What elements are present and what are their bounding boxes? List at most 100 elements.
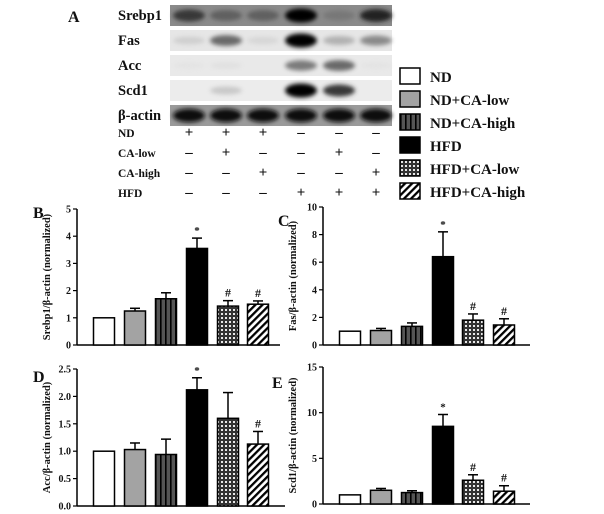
y-tick-label: 4 bbox=[66, 232, 71, 243]
treatment-label: HFD bbox=[118, 188, 142, 200]
blot-strip bbox=[170, 80, 392, 101]
treatment-mark: – bbox=[371, 145, 380, 161]
significance-mark: * bbox=[440, 219, 446, 231]
panel-label: B bbox=[33, 205, 44, 222]
blot-band bbox=[285, 83, 317, 98]
panel-label: E bbox=[272, 375, 283, 392]
legend-label: HFD+CA-low bbox=[430, 162, 520, 178]
blot-row-label: Srebp1 bbox=[118, 8, 162, 24]
y-axis-label: Acc/β-actin (normalized) bbox=[42, 381, 53, 493]
significance-mark: * bbox=[194, 365, 200, 377]
chart-e: E 0 5 10 15 Scd1/β-actin (normalized) * # # bbox=[272, 363, 530, 511]
significance-mark: # bbox=[470, 460, 476, 474]
y-tick-label: 0 bbox=[66, 341, 71, 352]
y-tick-label: 15 bbox=[307, 363, 317, 374]
treatment-mark: – bbox=[371, 125, 380, 141]
blot-band bbox=[285, 8, 317, 23]
legend-swatch bbox=[399, 136, 421, 154]
y-axis-label: Fas/β-actin (normalized) bbox=[288, 220, 299, 331]
blot-band bbox=[247, 10, 279, 21]
blot-row-label: Scd1 bbox=[118, 83, 148, 99]
treatment-mark: – bbox=[184, 185, 193, 201]
treatment-mark: – bbox=[258, 185, 267, 201]
bar-charts: B 0 1 2 3 4 5 Srebp1/β-actin (normalized) * # # C 0 2… bbox=[33, 203, 530, 513]
bar bbox=[123, 448, 147, 507]
y-tick-label: 0.0 bbox=[59, 502, 72, 513]
bar bbox=[492, 324, 516, 346]
blot-band bbox=[210, 108, 242, 123]
significance-mark: * bbox=[440, 401, 446, 413]
treatment-mark: + bbox=[259, 125, 268, 141]
panel-label-a: A bbox=[68, 9, 80, 26]
blot-row-label: Fas bbox=[118, 33, 140, 49]
treatment-mark: – bbox=[221, 185, 230, 201]
bar bbox=[246, 443, 270, 507]
y-tick-label: 0 bbox=[312, 341, 317, 352]
treatment-mark: – bbox=[296, 125, 305, 141]
treatment-mark: + bbox=[222, 145, 231, 161]
significance-mark: # bbox=[255, 286, 261, 300]
y-tick-label: 2.5 bbox=[59, 365, 72, 376]
chart-c: C 0 2 4 6 8 10 Fas/β-actin (normalized) * # # bbox=[278, 203, 530, 352]
treatment-mark: – bbox=[184, 145, 193, 161]
bar bbox=[216, 305, 240, 346]
treatment-mark: + bbox=[185, 125, 194, 141]
treatment-mark: – bbox=[334, 125, 343, 141]
y-axis-label: Scd1/β-actin (normalized) bbox=[288, 377, 299, 494]
legend-label: ND+CA-low bbox=[430, 93, 510, 109]
bar bbox=[431, 425, 455, 505]
blot-band bbox=[285, 60, 317, 71]
y-tick-label: 5 bbox=[66, 205, 71, 216]
treatment-mark: – bbox=[221, 165, 230, 181]
y-tick-label: 3 bbox=[66, 259, 71, 270]
blot-band bbox=[210, 10, 242, 21]
legend-swatch bbox=[399, 159, 421, 177]
bar bbox=[154, 453, 178, 507]
legend-label: HFD bbox=[430, 139, 462, 155]
blot-band bbox=[360, 108, 392, 123]
legend-swatch bbox=[399, 67, 421, 85]
significance-mark: # bbox=[225, 286, 231, 300]
significance-mark: * bbox=[194, 225, 200, 237]
y-tick-label: 2 bbox=[312, 313, 317, 324]
blot-band bbox=[210, 86, 242, 95]
bar bbox=[185, 247, 209, 346]
treatment-mark: + bbox=[335, 185, 344, 201]
blot-band bbox=[323, 36, 355, 45]
y-tick-label: 1 bbox=[66, 313, 71, 324]
treatment-label: ND bbox=[118, 128, 135, 140]
legend: ND ND+CA-low ND+CA-high HFD HFD+CA-low HFD+CA… bbox=[399, 67, 526, 201]
blot-band bbox=[323, 10, 355, 21]
blot-row-label: β-actin bbox=[118, 108, 161, 124]
bar bbox=[400, 491, 424, 505]
y-tick-label: 5 bbox=[312, 454, 317, 465]
treatment-mark: – bbox=[334, 165, 343, 181]
bar bbox=[338, 330, 362, 346]
blot-band bbox=[210, 35, 242, 46]
legend-label: HFD+CA-high bbox=[430, 185, 526, 201]
significance-mark: # bbox=[470, 299, 476, 313]
y-tick-label: 10 bbox=[307, 408, 317, 419]
bar bbox=[431, 255, 455, 346]
blot-band bbox=[323, 84, 355, 97]
blot-band bbox=[173, 9, 205, 22]
y-tick-label: 8 bbox=[312, 230, 317, 241]
blot-band bbox=[360, 35, 392, 46]
significance-mark: # bbox=[255, 416, 261, 430]
bar bbox=[216, 417, 240, 507]
bar bbox=[154, 298, 178, 346]
bar bbox=[492, 490, 516, 505]
bar bbox=[369, 329, 393, 346]
treatment-mark: – bbox=[184, 165, 193, 181]
bar bbox=[338, 494, 362, 505]
y-tick-label: 0 bbox=[312, 500, 317, 511]
y-tick-label: 4 bbox=[312, 285, 317, 296]
bar bbox=[92, 317, 116, 346]
blot-band bbox=[360, 62, 392, 69]
legend-label: ND bbox=[430, 70, 452, 86]
y-tick-label: 2 bbox=[66, 286, 71, 297]
blot-band bbox=[247, 108, 279, 123]
blot-row-label: Acc bbox=[118, 58, 142, 74]
bar bbox=[92, 450, 116, 507]
